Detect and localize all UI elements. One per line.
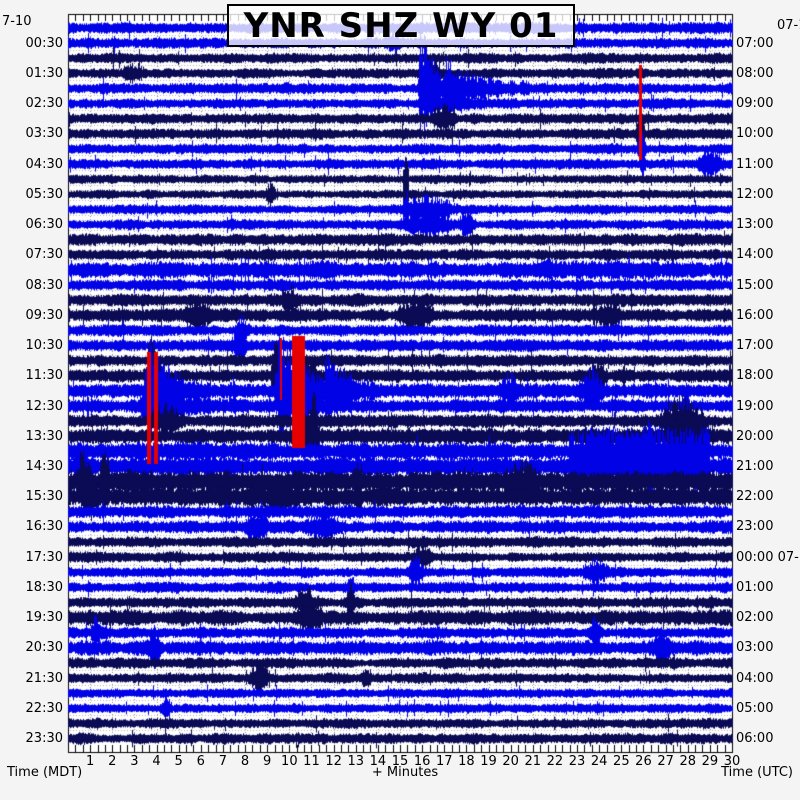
right-time-label: 10:00	[736, 126, 774, 142]
left-time-label: 16:30	[25, 519, 63, 535]
station-title: YNR SHZ WY 01	[243, 5, 559, 46]
left-time-label: 20:30	[25, 640, 63, 656]
utc-date-label: 07-10	[777, 18, 800, 33]
right-time-label: 16:00	[736, 307, 774, 323]
minute-tick-label: 10	[281, 754, 298, 769]
minute-tick-label: 13	[347, 754, 364, 769]
minute-tick-label: 25	[613, 754, 630, 769]
minute-tick-label: 4	[152, 754, 161, 769]
minute-tick-label: 24	[590, 754, 608, 769]
minute-tick-label: 2	[108, 754, 117, 769]
left-time-label: 06:30	[25, 217, 63, 233]
minute-tick-label: 9	[263, 754, 272, 769]
minute-tick-label: 18	[458, 754, 475, 769]
left-time-label: 12:30	[25, 398, 63, 414]
minute-tick-label: 26	[635, 754, 652, 769]
left-time-label: 05:30	[25, 186, 63, 202]
minute-tick-label: 6	[196, 754, 205, 769]
left-time-label: 13:30	[25, 428, 63, 444]
right-axis-caption: Time (UTC)	[721, 765, 793, 780]
right-time-label: 13:00	[736, 217, 774, 233]
right-time-label: 14:00	[736, 247, 774, 263]
left-time-label: 17:30	[25, 549, 63, 565]
minute-tick-label: 20	[502, 754, 519, 769]
right-time-label: 08:00	[736, 65, 774, 81]
left-time-label: 14:30	[25, 458, 63, 474]
right-time-label: 04:00	[736, 670, 774, 686]
left-time-label: 19:30	[25, 610, 63, 626]
minute-tick-label: 8	[240, 754, 250, 769]
left-time-label: 03:30	[25, 126, 63, 142]
left-time-label: 10:30	[25, 338, 63, 354]
right-time-label: 21:00	[736, 458, 774, 474]
minute-tick-label: 15	[391, 754, 409, 769]
left-time-label: 09:30	[25, 307, 63, 323]
left-time-label: 01:30	[25, 65, 63, 81]
minute-tick-label: 3	[130, 754, 139, 769]
right-time-label: 15:00	[736, 277, 774, 293]
left-time-label: 08:30	[25, 277, 63, 293]
minute-tick-label: 7	[218, 754, 228, 769]
left-time-label: 15:30	[25, 489, 63, 505]
minute-tick-label: 17	[435, 754, 453, 769]
left-time-label: 02:30	[25, 96, 63, 112]
right-time-label: 20:00	[736, 428, 774, 444]
minute-tick-label: 22	[546, 754, 564, 769]
minute-tick-label: 12	[325, 754, 342, 769]
right-time-label: 06:00	[736, 731, 774, 747]
right-time-label: 22:00	[736, 489, 774, 505]
left-time-label: 00:30	[25, 35, 63, 51]
minute-tick-label: 21	[524, 754, 542, 769]
left-time-label: 18:30	[25, 579, 63, 595]
left-time-label: 04:30	[25, 156, 63, 172]
right-time-label: 03:00	[736, 640, 774, 656]
left-axis-caption: Time (MDT)	[7, 765, 83, 780]
right-time-label: 18:00	[736, 368, 774, 384]
minute-tick-label: 16	[413, 754, 431, 769]
left-time-label: 22:30	[25, 700, 63, 716]
minute-tick-label: 28	[679, 754, 696, 769]
right-time-label: 05:00	[736, 700, 774, 716]
right-time-label: 11:00	[736, 156, 774, 172]
left-time-label: 11:30	[25, 368, 63, 384]
minute-tick-label: 19	[480, 754, 497, 769]
right-time-label: 12:00	[736, 186, 774, 202]
minute-tick-label: 27	[657, 754, 674, 769]
minute-tick-label: 11	[303, 754, 320, 769]
right-time-label: 00:00 07-11	[736, 549, 800, 565]
right-time-label: 02:00	[736, 610, 774, 626]
minute-tick-label: 30	[723, 754, 741, 769]
minute-tick-label: 14	[369, 754, 387, 769]
station-title-box: YNR SHZ WY 01	[227, 4, 575, 47]
right-time-label: 07:00	[736, 35, 774, 51]
left-time-label: 21:30	[25, 670, 63, 686]
minute-tick-label: 23	[568, 754, 586, 769]
right-time-label: 17:00	[736, 338, 774, 354]
right-time-label: 23:00	[736, 519, 774, 535]
minute-tick-label: 5	[174, 754, 183, 769]
local-date-label: 7-10	[2, 14, 32, 29]
left-time-label: 23:30	[25, 731, 63, 747]
left-time-label: 07:30	[25, 247, 63, 263]
right-time-label: 09:00	[736, 96, 774, 112]
right-time-label: 01:00	[736, 579, 774, 595]
minute-tick-label: 29	[701, 754, 719, 769]
right-time-label: 19:00	[736, 398, 774, 414]
minute-tick-label: 1	[85, 754, 95, 769]
x-axis-caption: + Minutes	[371, 765, 439, 780]
